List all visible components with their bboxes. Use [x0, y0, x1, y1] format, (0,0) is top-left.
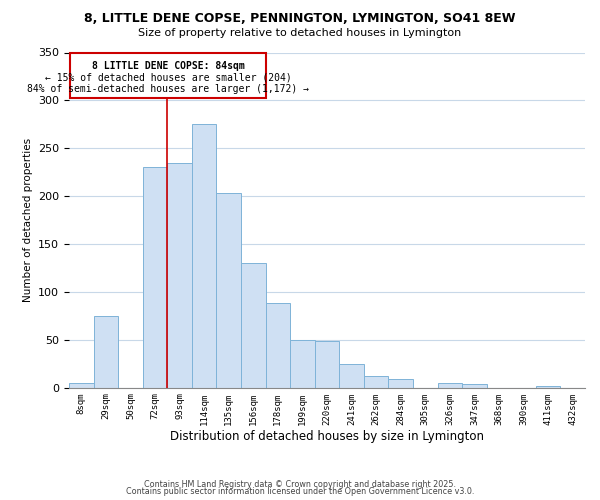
Bar	[364, 376, 388, 388]
Text: 84% of semi-detached houses are larger (1,172) →: 84% of semi-detached houses are larger (…	[27, 84, 309, 94]
Bar	[241, 263, 266, 388]
X-axis label: Distribution of detached houses by size in Lymington: Distribution of detached houses by size …	[170, 430, 484, 443]
Bar	[536, 386, 560, 388]
FancyBboxPatch shape	[70, 54, 266, 98]
Bar	[217, 193, 241, 388]
Bar	[437, 382, 462, 388]
Text: 8 LITTLE DENE COPSE: 84sqm: 8 LITTLE DENE COPSE: 84sqm	[92, 61, 244, 71]
Text: 8, LITTLE DENE COPSE, PENNINGTON, LYMINGTON, SO41 8EW: 8, LITTLE DENE COPSE, PENNINGTON, LYMING…	[84, 12, 516, 26]
Y-axis label: Number of detached properties: Number of detached properties	[23, 138, 32, 302]
Text: Contains HM Land Registry data © Crown copyright and database right 2025.: Contains HM Land Registry data © Crown c…	[144, 480, 456, 489]
Bar	[266, 304, 290, 388]
Bar	[167, 162, 192, 388]
Text: Size of property relative to detached houses in Lymington: Size of property relative to detached ho…	[139, 28, 461, 38]
Bar	[462, 384, 487, 388]
Bar	[143, 168, 167, 388]
Text: ← 15% of detached houses are smaller (204): ← 15% of detached houses are smaller (20…	[44, 72, 291, 83]
Bar	[290, 340, 315, 388]
Bar	[94, 316, 118, 388]
Bar	[388, 379, 413, 388]
Bar	[69, 382, 94, 388]
Text: Contains public sector information licensed under the Open Government Licence v3: Contains public sector information licen…	[126, 488, 474, 496]
Bar	[315, 340, 339, 388]
Bar	[192, 124, 217, 388]
Bar	[339, 364, 364, 388]
